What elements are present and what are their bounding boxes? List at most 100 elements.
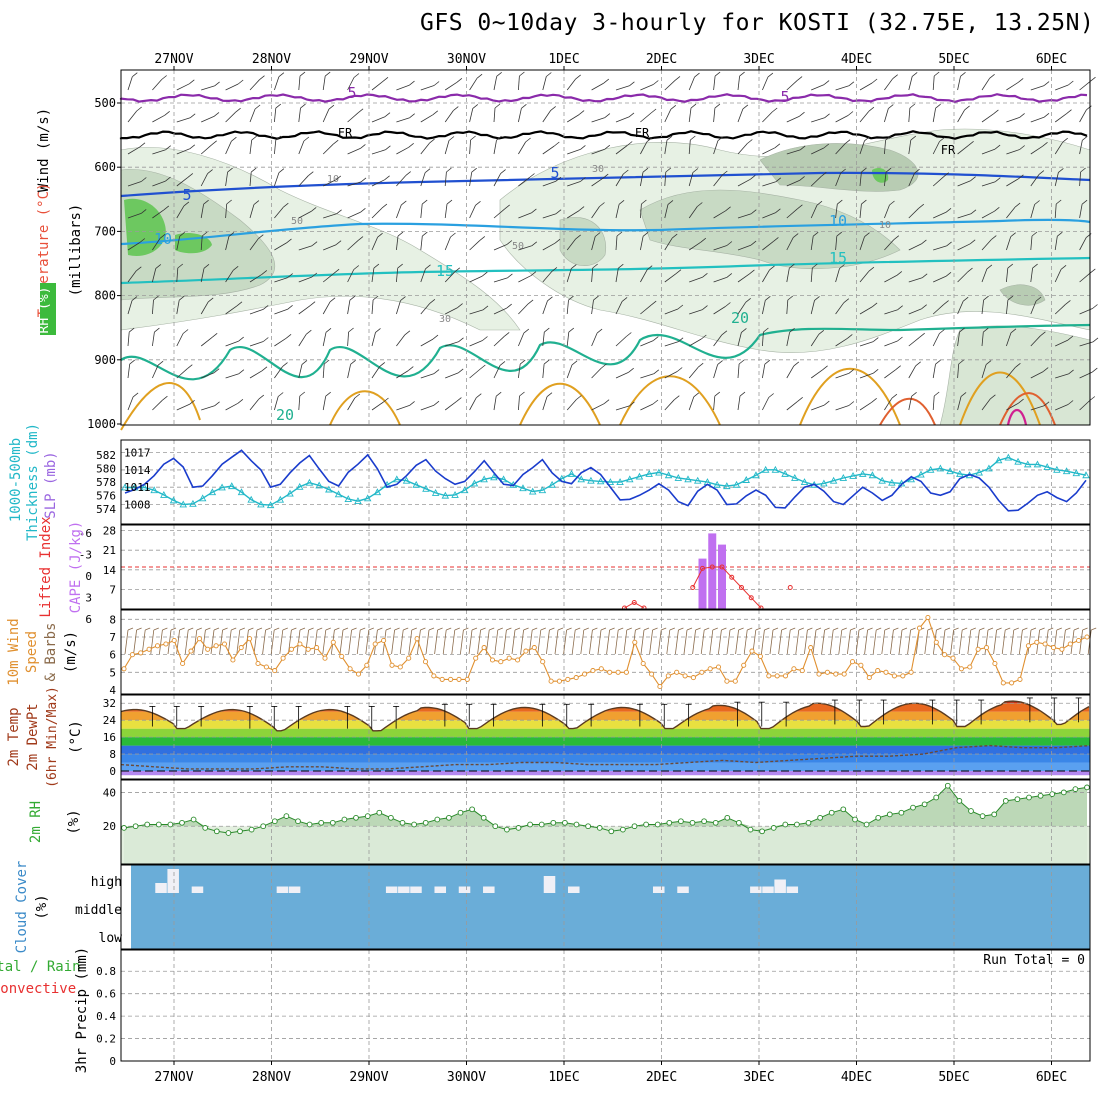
thickness-point: [849, 471, 857, 479]
wind-barb: [298, 364, 303, 379]
wind10-barb: [270, 629, 275, 655]
wind-barb: [542, 364, 545, 379]
ylabel-slp: SLP (mb): [43, 451, 59, 518]
wind-barb: [1066, 109, 1072, 115]
wind-barb: [671, 233, 678, 239]
wind-barb: [859, 82, 873, 91]
wind10-point: [766, 673, 772, 679]
wind-barb: [967, 267, 973, 273]
rh-point: [167, 821, 174, 828]
wind-barb: [750, 174, 756, 180]
wind-barb: [688, 338, 702, 347]
wind-barb: [381, 203, 388, 209]
wind-barb: [835, 143, 846, 155]
wind-barb: [299, 71, 306, 77]
wind-barb: [444, 110, 454, 123]
wind-barb: [225, 141, 232, 155]
cloud-high-bar: [410, 886, 422, 893]
wind-barb: [225, 203, 228, 219]
wind-barb: [859, 306, 873, 315]
wind-barb: [615, 235, 618, 251]
wind-barb: [249, 79, 260, 91]
thickness-point: [888, 478, 896, 486]
wind-barb: [189, 113, 196, 119]
wind-barb: [713, 334, 723, 347]
wind-barb: [211, 140, 217, 146]
wind-barb: [200, 268, 205, 283]
wind-barb: [1080, 167, 1086, 173]
wind-barb: [179, 231, 185, 237]
wind-barb: [493, 277, 508, 283]
wind10-barb: [368, 627, 374, 631]
wind-barb: [1014, 202, 1021, 208]
wind-barb: [664, 80, 676, 91]
wind-barb: [1030, 235, 1033, 251]
wind-barb: [214, 81, 220, 87]
li-tick-label: -6: [79, 527, 92, 540]
wind-barb: [420, 236, 423, 251]
wind-barb: [714, 391, 721, 397]
wind-barb: [1007, 295, 1014, 301]
wind10-point: [875, 668, 881, 674]
wind-barb: [298, 175, 309, 187]
wind10-point: [908, 669, 914, 675]
contour-label: 15: [436, 262, 454, 280]
wind-barb: [811, 147, 824, 155]
wind-barb: [812, 263, 818, 269]
wind10-barb: [523, 627, 529, 631]
wind-barb: [835, 172, 842, 187]
wind-barb: [127, 242, 141, 251]
wind-barb: [641, 199, 647, 205]
wind-barb: [1079, 400, 1091, 411]
wind-barb: [323, 179, 336, 187]
wind-barb: [1055, 199, 1062, 205]
wind-barb: [396, 405, 410, 411]
wind-barb: [357, 108, 364, 114]
wind-barb: [127, 110, 138, 123]
wind-barb: [274, 140, 277, 155]
ylabel-li: Lifted Index: [38, 516, 54, 617]
wind-barb: [591, 332, 598, 347]
wind-barb: [347, 300, 351, 315]
cloud-high-bar: [434, 886, 447, 893]
thickness-tick-label: 578: [96, 476, 116, 489]
temp-band: [121, 745, 1090, 755]
date-label-top: 1DEC: [548, 52, 579, 67]
wind10-barb: [451, 629, 456, 655]
wind-barb: [762, 147, 776, 155]
wind-barb: [615, 336, 627, 347]
thickness-point: [577, 475, 585, 483]
wind10-point: [833, 671, 839, 677]
panel-frame: [120, 439, 1091, 525]
date-label-top: 30NOV: [447, 52, 486, 67]
wind-barb: [471, 167, 477, 173]
date-label-bottom: 6DEC: [1036, 1070, 1067, 1085]
wind-barb: [200, 204, 204, 219]
wind-barb: [396, 117, 410, 123]
wind-barb: [353, 73, 360, 78]
wind-barb: [127, 270, 137, 283]
thickness-point: [606, 478, 615, 485]
wind-barb: [615, 301, 623, 315]
wind-barb: [371, 401, 384, 411]
wind-barb: [793, 361, 800, 367]
wind-barb: [1079, 237, 1087, 251]
wind-barb: [482, 336, 488, 341]
wind-barb: [642, 231, 649, 237]
wind-barb: [1090, 268, 1096, 274]
thickness-point: [1033, 460, 1042, 468]
wind-barb: [981, 300, 984, 315]
wind-barb: [176, 177, 189, 187]
wind-barb: [1018, 398, 1024, 404]
wind-barb: [384, 112, 391, 118]
wind10-point: [824, 669, 830, 675]
wind-barb: [603, 78, 610, 84]
wind-barb: [469, 108, 474, 123]
thickness-point: [1014, 457, 1022, 465]
wind-barb: [737, 332, 742, 347]
wind10-barb: [420, 627, 426, 631]
wind10-point: [171, 637, 177, 644]
wind-barb: [323, 244, 337, 251]
cloud-level-label: high: [91, 875, 122, 890]
wind-barb: [737, 302, 747, 315]
